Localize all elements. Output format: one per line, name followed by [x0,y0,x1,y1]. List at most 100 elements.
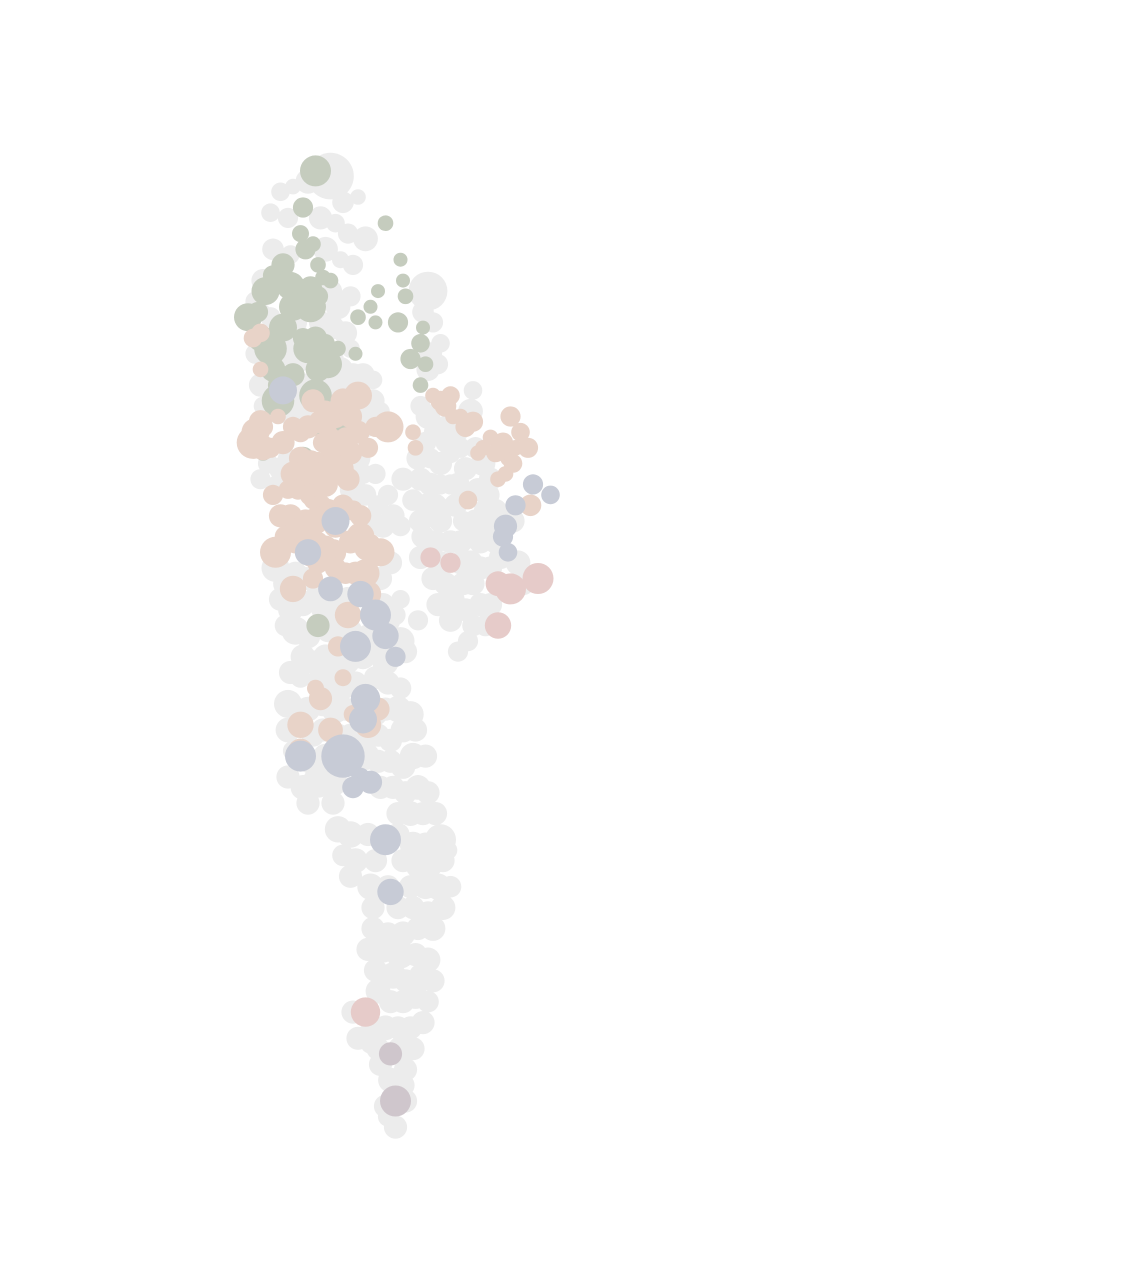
bubble-sage-55 [306,613,330,638]
bubble-neutral-85 [391,590,410,609]
bubble-peach-76 [302,568,324,589]
bubble-neutral-58 [250,469,271,490]
bubble-slate-17 [505,495,526,516]
bubble-rose-1 [495,573,526,605]
bubble-neutral-4 [332,191,354,214]
bubble-slate-23 [377,878,404,906]
bubble-peach-81 [334,669,352,687]
bubble-neutral-198 [421,969,445,993]
bubble-neutral-253 [446,472,470,496]
bubble-sage-41 [393,252,408,267]
bubble-sage-49 [348,346,363,361]
bubble-rose-2 [522,563,554,594]
bubble-sage-12 [310,257,326,273]
bubble-neutral-16 [342,254,364,275]
bubble-neutral-286 [461,572,485,596]
bubble-peach-23 [372,411,404,443]
bubble-sage-48 [387,312,409,333]
bubble-peach-10 [271,431,295,455]
bubble-neutral-105 [290,667,311,688]
bubble-peach-79 [334,601,362,629]
bubble-neutral-7 [277,207,299,228]
bubble-neutral-248 [391,467,415,491]
bubble-neutral-113 [274,689,302,718]
bubble-neutral-178 [439,875,462,898]
bubble-sage-0 [300,155,331,187]
bubble-neutral-179 [361,896,385,920]
bubble-neutral-167 [363,849,388,873]
bubble-peach-68 [366,538,395,567]
bubble-neutral-296 [407,610,429,631]
bubble-neutral-64 [377,484,399,505]
bubble-slate-9 [350,683,381,714]
bubble-sage-40 [377,215,394,231]
bubble-sage-2 [292,225,309,243]
bubble-peach-2 [252,361,269,378]
bubble-slate-6 [372,622,399,650]
bubble-neutral-173 [357,873,384,900]
bubble-peach-89 [307,679,324,697]
bubble-neutral-183 [430,895,456,920]
bubble-peach-69 [260,536,291,568]
bubble-neutral-223 [408,271,448,311]
bubble-sage-54 [412,377,429,393]
bubble-slate-10 [349,705,377,734]
bubble-slate-18 [522,474,544,495]
bubble-neutral-158 [337,821,364,848]
bubble-peach-110 [511,422,530,442]
bubble-neutral-5 [350,189,366,205]
bubble-neutral-156 [423,802,448,826]
bubble-slate-20 [492,526,514,547]
bubble-peach-25 [301,389,325,413]
bubble-peach-111 [517,437,539,458]
bubble-sage-19 [247,301,269,323]
bubble-sage-14 [322,272,339,289]
bubble-rose-3 [484,612,512,639]
bubble-neutral-6 [261,203,280,222]
bubble-neutral-152 [321,791,345,815]
bubble-peach-109 [490,471,506,488]
bubble-slate-21 [498,543,518,562]
bubble-neutral-188 [420,916,446,941]
bubble-sage-31 [314,350,342,379]
bubble-mauve-0 [378,1042,403,1066]
bubble-sage-50 [411,334,430,353]
bubble-neutral-68 [390,516,411,537]
bubble-rose-5 [440,552,461,573]
bubble-peach-112 [500,406,521,427]
bubble-neutral-238 [463,381,483,400]
bubble-slate-11 [285,740,316,772]
bubble-neutral-2 [271,182,290,202]
bubble-sage-52 [400,348,421,370]
bubble-layer [234,152,560,1139]
bubble-peach-19 [344,381,372,410]
bubble-peach-58 [349,505,372,527]
bubble-neutral-150 [416,781,440,805]
bubble-peach-95 [441,386,460,405]
bubble-sage-45 [363,299,378,314]
bubble-peach-99 [462,411,484,432]
bubble-neutral-141 [413,744,438,768]
bubble-peach-91 [407,440,424,456]
bubble-sage-4 [305,236,321,252]
bubble-slate-1 [321,507,350,535]
bubble-neutral-3 [285,178,301,195]
bubble-peach-49 [262,484,284,505]
bubble-sage-44 [371,284,385,299]
bubble-slate-0 [269,376,297,405]
bubble-neutral-27 [333,321,358,345]
bubble-peach-21 [357,437,379,458]
bubble-neutral-263 [428,509,453,533]
bubble-slate-14 [342,776,364,799]
bubble-slate-7 [385,646,406,667]
bubble-peach-75 [351,559,380,588]
bubble-neutral-171 [431,849,455,873]
bubble-neutral-298 [457,631,479,652]
bubble-sage-42 [396,273,410,288]
bubble-sage-43 [397,288,414,305]
bubble-sage-46 [350,309,366,326]
bubble-neutral-11 [353,226,378,252]
bubble-peach-1 [243,328,263,348]
